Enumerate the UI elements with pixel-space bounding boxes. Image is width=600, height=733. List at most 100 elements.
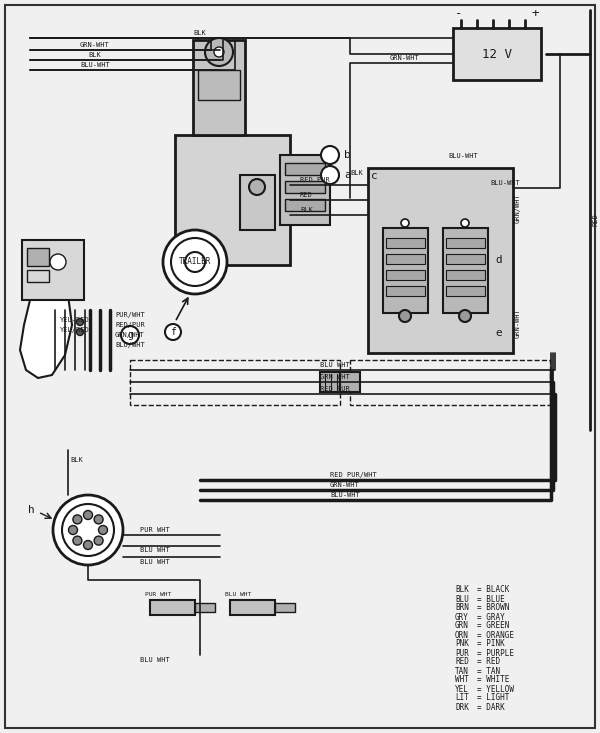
Text: BLU: BLU <box>455 594 469 603</box>
Circle shape <box>185 252 205 272</box>
Bar <box>386 254 425 264</box>
Text: = GREEN: = GREEN <box>477 622 509 630</box>
Text: GRN: GRN <box>455 622 469 630</box>
Text: TRAILER: TRAILER <box>179 257 211 267</box>
Text: f: f <box>170 327 176 337</box>
Bar <box>446 286 485 296</box>
Text: GRN WHT: GRN WHT <box>320 374 350 380</box>
Bar <box>240 175 275 230</box>
Text: GRN/WHT: GRN/WHT <box>515 193 521 223</box>
Text: = PINK: = PINK <box>477 639 505 649</box>
Bar <box>27 248 49 266</box>
Circle shape <box>399 310 411 322</box>
Text: DRK: DRK <box>455 702 469 712</box>
Text: PUR/WHT: PUR/WHT <box>115 312 145 318</box>
Circle shape <box>83 540 92 550</box>
Bar <box>285 163 325 175</box>
Text: BLK: BLK <box>70 457 83 463</box>
Bar <box>150 600 195 615</box>
Circle shape <box>249 179 265 195</box>
Text: YEL-RED: YEL-RED <box>60 317 90 323</box>
Text: GRN-WHT: GRN-WHT <box>390 55 420 61</box>
Bar <box>453 28 541 80</box>
Circle shape <box>83 510 92 520</box>
Text: RED/PUR: RED/PUR <box>115 322 145 328</box>
Circle shape <box>73 515 82 524</box>
Circle shape <box>205 38 233 66</box>
Bar <box>350 360 550 405</box>
Bar <box>22 240 84 300</box>
Text: RED: RED <box>593 213 599 226</box>
Text: PNK: PNK <box>455 639 469 649</box>
Circle shape <box>77 319 83 325</box>
Text: BLK: BLK <box>300 207 313 213</box>
Text: BLU-WHT: BLU-WHT <box>490 180 520 186</box>
Circle shape <box>165 324 181 340</box>
Text: GRN-WHT: GRN-WHT <box>80 42 110 48</box>
Bar <box>230 600 275 615</box>
Circle shape <box>121 326 139 344</box>
Bar <box>340 372 360 392</box>
Bar <box>275 603 295 612</box>
Circle shape <box>98 526 107 534</box>
Text: = WHITE: = WHITE <box>477 676 509 685</box>
Polygon shape <box>20 270 72 378</box>
Text: e: e <box>495 328 502 338</box>
Text: PUR WHT: PUR WHT <box>140 527 170 533</box>
Bar <box>386 238 425 248</box>
Bar <box>285 181 325 193</box>
Text: GRN-WHT: GRN-WHT <box>515 308 521 338</box>
Circle shape <box>94 536 103 545</box>
Circle shape <box>163 230 227 294</box>
Text: BLU-WHT: BLU-WHT <box>80 62 110 68</box>
Bar <box>446 238 485 248</box>
Circle shape <box>171 238 219 286</box>
Bar <box>443 228 488 313</box>
Text: h: h <box>28 505 35 515</box>
Bar <box>193 40 245 135</box>
Bar <box>386 286 425 296</box>
Circle shape <box>321 146 339 164</box>
Text: = RED: = RED <box>477 658 500 666</box>
Text: b: b <box>344 150 351 160</box>
Text: BLU WHT: BLU WHT <box>140 559 170 565</box>
Text: YEL: YEL <box>455 685 469 693</box>
Circle shape <box>459 310 471 322</box>
Text: RED PUR: RED PUR <box>300 177 330 183</box>
Text: = TAN: = TAN <box>477 666 500 676</box>
Circle shape <box>68 526 77 534</box>
Text: BRN: BRN <box>455 603 469 613</box>
Text: BLK: BLK <box>350 170 363 176</box>
Text: -: - <box>455 7 463 21</box>
Bar <box>175 135 290 265</box>
Text: LIT: LIT <box>455 693 469 702</box>
Text: BLU-WHT: BLU-WHT <box>330 492 360 498</box>
Text: = DARK: = DARK <box>477 702 505 712</box>
Text: BLK: BLK <box>89 52 101 58</box>
Text: BLU WHT: BLU WHT <box>140 547 170 553</box>
Text: BLU-WHT: BLU-WHT <box>448 153 478 159</box>
Bar <box>386 270 425 280</box>
Circle shape <box>73 536 82 545</box>
Text: GRY: GRY <box>455 613 469 622</box>
Text: GRN/WHT: GRN/WHT <box>115 332 145 338</box>
Text: BLU WHT: BLU WHT <box>320 362 350 368</box>
Bar <box>446 254 485 264</box>
Text: WHT: WHT <box>455 676 469 685</box>
Text: c: c <box>371 171 378 181</box>
Circle shape <box>214 47 224 57</box>
Circle shape <box>94 515 103 524</box>
Text: = BROWN: = BROWN <box>477 603 509 613</box>
Text: BLU WHT: BLU WHT <box>140 657 170 663</box>
Circle shape <box>62 504 114 556</box>
Text: YEL/RED: YEL/RED <box>60 327 90 333</box>
Text: BLK: BLK <box>194 30 206 36</box>
Text: = BLUE: = BLUE <box>477 594 505 603</box>
Bar <box>130 360 340 405</box>
Text: 12 V: 12 V <box>482 48 512 61</box>
Circle shape <box>77 328 83 336</box>
Bar <box>285 199 325 211</box>
Bar <box>27 270 49 282</box>
Text: PUR: PUR <box>455 649 469 658</box>
Text: = LIGHT: = LIGHT <box>477 693 509 702</box>
